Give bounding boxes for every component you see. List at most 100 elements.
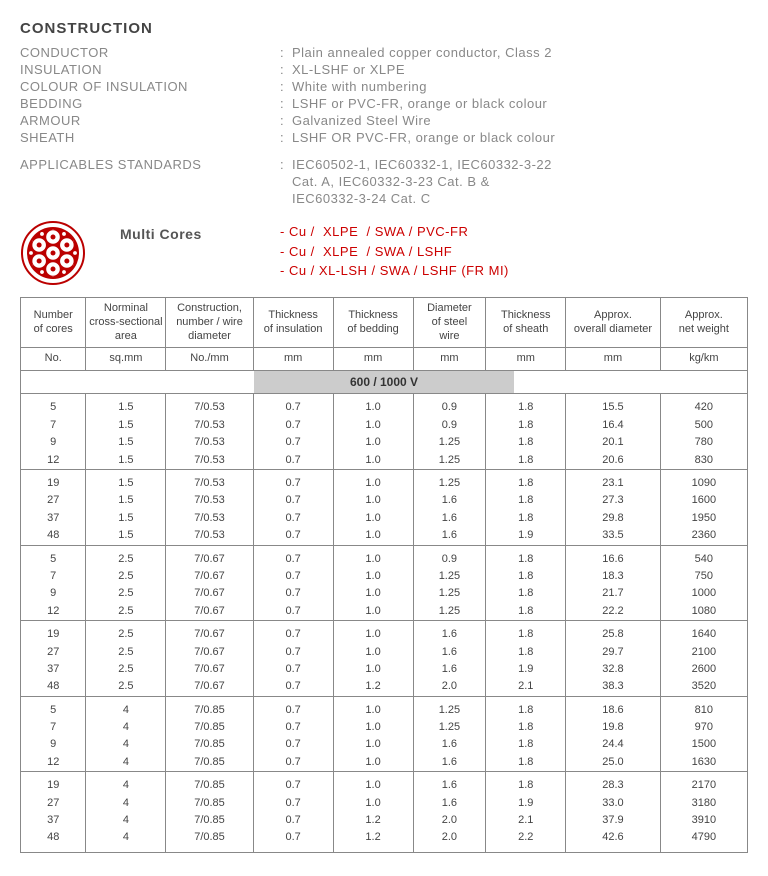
table-cell: 4	[86, 772, 166, 795]
table-cell: 4	[86, 719, 166, 736]
table-cell: 7/0.53	[166, 452, 253, 470]
table-cell: 0.7	[253, 545, 333, 568]
table-row: 121.57/0.530.71.01.251.820.6830	[21, 452, 748, 470]
table-cell: 0.7	[253, 585, 333, 602]
table-cell: 1.8	[486, 394, 566, 417]
table-row: 481.57/0.530.71.01.61.933.52360	[21, 527, 748, 545]
table-cell: 0.7	[253, 795, 333, 812]
table-cell: 12	[21, 603, 86, 621]
table-cell: 1.5	[86, 492, 166, 509]
table-cell: 1.8	[486, 754, 566, 772]
table-cell: 0.7	[253, 754, 333, 772]
table-cell: 7/0.85	[166, 795, 253, 812]
spec-label: COLOUR OF INSULATION	[20, 79, 280, 94]
table-cell: 0.7	[253, 394, 333, 417]
table-cell: 32.8	[566, 661, 661, 678]
cable-cross-section-icon	[20, 220, 90, 289]
table-cell: 2100	[660, 644, 747, 661]
table-cell: 28.3	[566, 772, 661, 795]
table-row: 71.57/0.530.71.00.91.816.4500	[21, 417, 748, 434]
table-cell: 7/0.53	[166, 470, 253, 493]
table-cell: 2.5	[86, 585, 166, 602]
unit-cell: sq.mm	[86, 348, 166, 370]
table-cell: 7/0.67	[166, 644, 253, 661]
spec-row: CONDUCTOR:Plain annealed copper conducto…	[20, 45, 748, 60]
table-cell: 21.7	[566, 585, 661, 602]
table-cell: 1.8	[486, 696, 566, 719]
table-cell: 48	[21, 527, 86, 545]
table-cell: 7/0.67	[166, 568, 253, 585]
col-header: Thicknessof bedding	[333, 298, 413, 348]
table-cell: 2.5	[86, 678, 166, 696]
table-cell: 4	[86, 696, 166, 719]
spec-label: SHEATH	[20, 130, 280, 145]
spec-row: INSULATION:XL-LSHF or XLPE	[20, 62, 748, 77]
standards-row: APPLICABLES STANDARDS:IEC60502-1, IEC603…	[20, 157, 748, 172]
table-cell: 12	[21, 452, 86, 470]
table-cell: 830	[660, 452, 747, 470]
table-cell: 19	[21, 621, 86, 644]
table-cell: 1.6	[413, 736, 486, 753]
standards-row: IEC60332-3-24 Cat. C	[20, 191, 748, 206]
table-row: 482.57/0.670.71.22.02.138.33520	[21, 678, 748, 696]
table-cell: 1.6	[413, 754, 486, 772]
spec-row: SHEATH:LSHF OR PVC-FR, orange or black c…	[20, 130, 748, 145]
table-cell: 7	[21, 719, 86, 736]
table-cell: 7/0.85	[166, 754, 253, 772]
table-cell: 19	[21, 470, 86, 493]
table-cell: 1.0	[333, 568, 413, 585]
table-cell: 2.2	[486, 829, 566, 852]
table-cell: 7/0.53	[166, 492, 253, 509]
table-cell: 27.3	[566, 492, 661, 509]
table-cell: 1630	[660, 754, 747, 772]
table-cell: 27	[21, 644, 86, 661]
multi-cores-label: Multi Cores	[120, 220, 280, 242]
table-cell: 2.5	[86, 603, 166, 621]
table-cell: 1080	[660, 603, 747, 621]
table-cell: 42.6	[566, 829, 661, 852]
col-header: Diameterof steelwire	[413, 298, 486, 348]
table-cell: 18.6	[566, 696, 661, 719]
table-cell: 1.25	[413, 452, 486, 470]
table-cell: 1.8	[486, 644, 566, 661]
table-cell: 0.9	[413, 545, 486, 568]
table-cell: 1.6	[413, 772, 486, 795]
table-cell: 7/0.85	[166, 736, 253, 753]
table-cell: 1.0	[333, 696, 413, 719]
table-cell: 1.0	[333, 585, 413, 602]
table-cell: 7/0.67	[166, 678, 253, 696]
table-cell: 22.2	[566, 603, 661, 621]
table-cell: 7/0.85	[166, 772, 253, 795]
table-cell: 7/0.67	[166, 661, 253, 678]
table-cell: 2360	[660, 527, 747, 545]
table-cell: 9	[21, 434, 86, 451]
table-cell: 1.5	[86, 394, 166, 417]
table-cell: 1.6	[413, 661, 486, 678]
table-row: 947/0.850.71.01.61.824.41500	[21, 736, 748, 753]
table-cell: 1.2	[333, 812, 413, 829]
table-cell: 15.5	[566, 394, 661, 417]
table-cell: 0.7	[253, 772, 333, 795]
table-row: 272.57/0.670.71.01.61.829.72100	[21, 644, 748, 661]
table-cell: 7/0.85	[166, 719, 253, 736]
table-cell: 750	[660, 568, 747, 585]
standards-value: IEC60502-1, IEC60332-1, IEC60332-3-22	[292, 157, 748, 172]
table-cell: 3520	[660, 678, 747, 696]
table-cell: 18.3	[566, 568, 661, 585]
table-cell: 27	[21, 492, 86, 509]
col-header: Approx.overall diameter	[566, 298, 661, 348]
table-row: 371.57/0.530.71.01.61.829.81950	[21, 510, 748, 527]
table-cell: 1.0	[333, 621, 413, 644]
standards-label: APPLICABLES STANDARDS	[20, 157, 280, 172]
col-header: Construction,number / wirediameter	[166, 298, 253, 348]
table-cell: 1090	[660, 470, 747, 493]
table-cell: 0.7	[253, 417, 333, 434]
table-cell: 1.6	[413, 492, 486, 509]
unit-cell: mm	[486, 348, 566, 370]
table-cell: 0.7	[253, 812, 333, 829]
table-cell: 20.1	[566, 434, 661, 451]
table-row: 122.57/0.670.71.01.251.822.21080	[21, 603, 748, 621]
table-cell: 1.8	[486, 417, 566, 434]
table-cell: 4	[86, 736, 166, 753]
table-cell: 2.5	[86, 545, 166, 568]
